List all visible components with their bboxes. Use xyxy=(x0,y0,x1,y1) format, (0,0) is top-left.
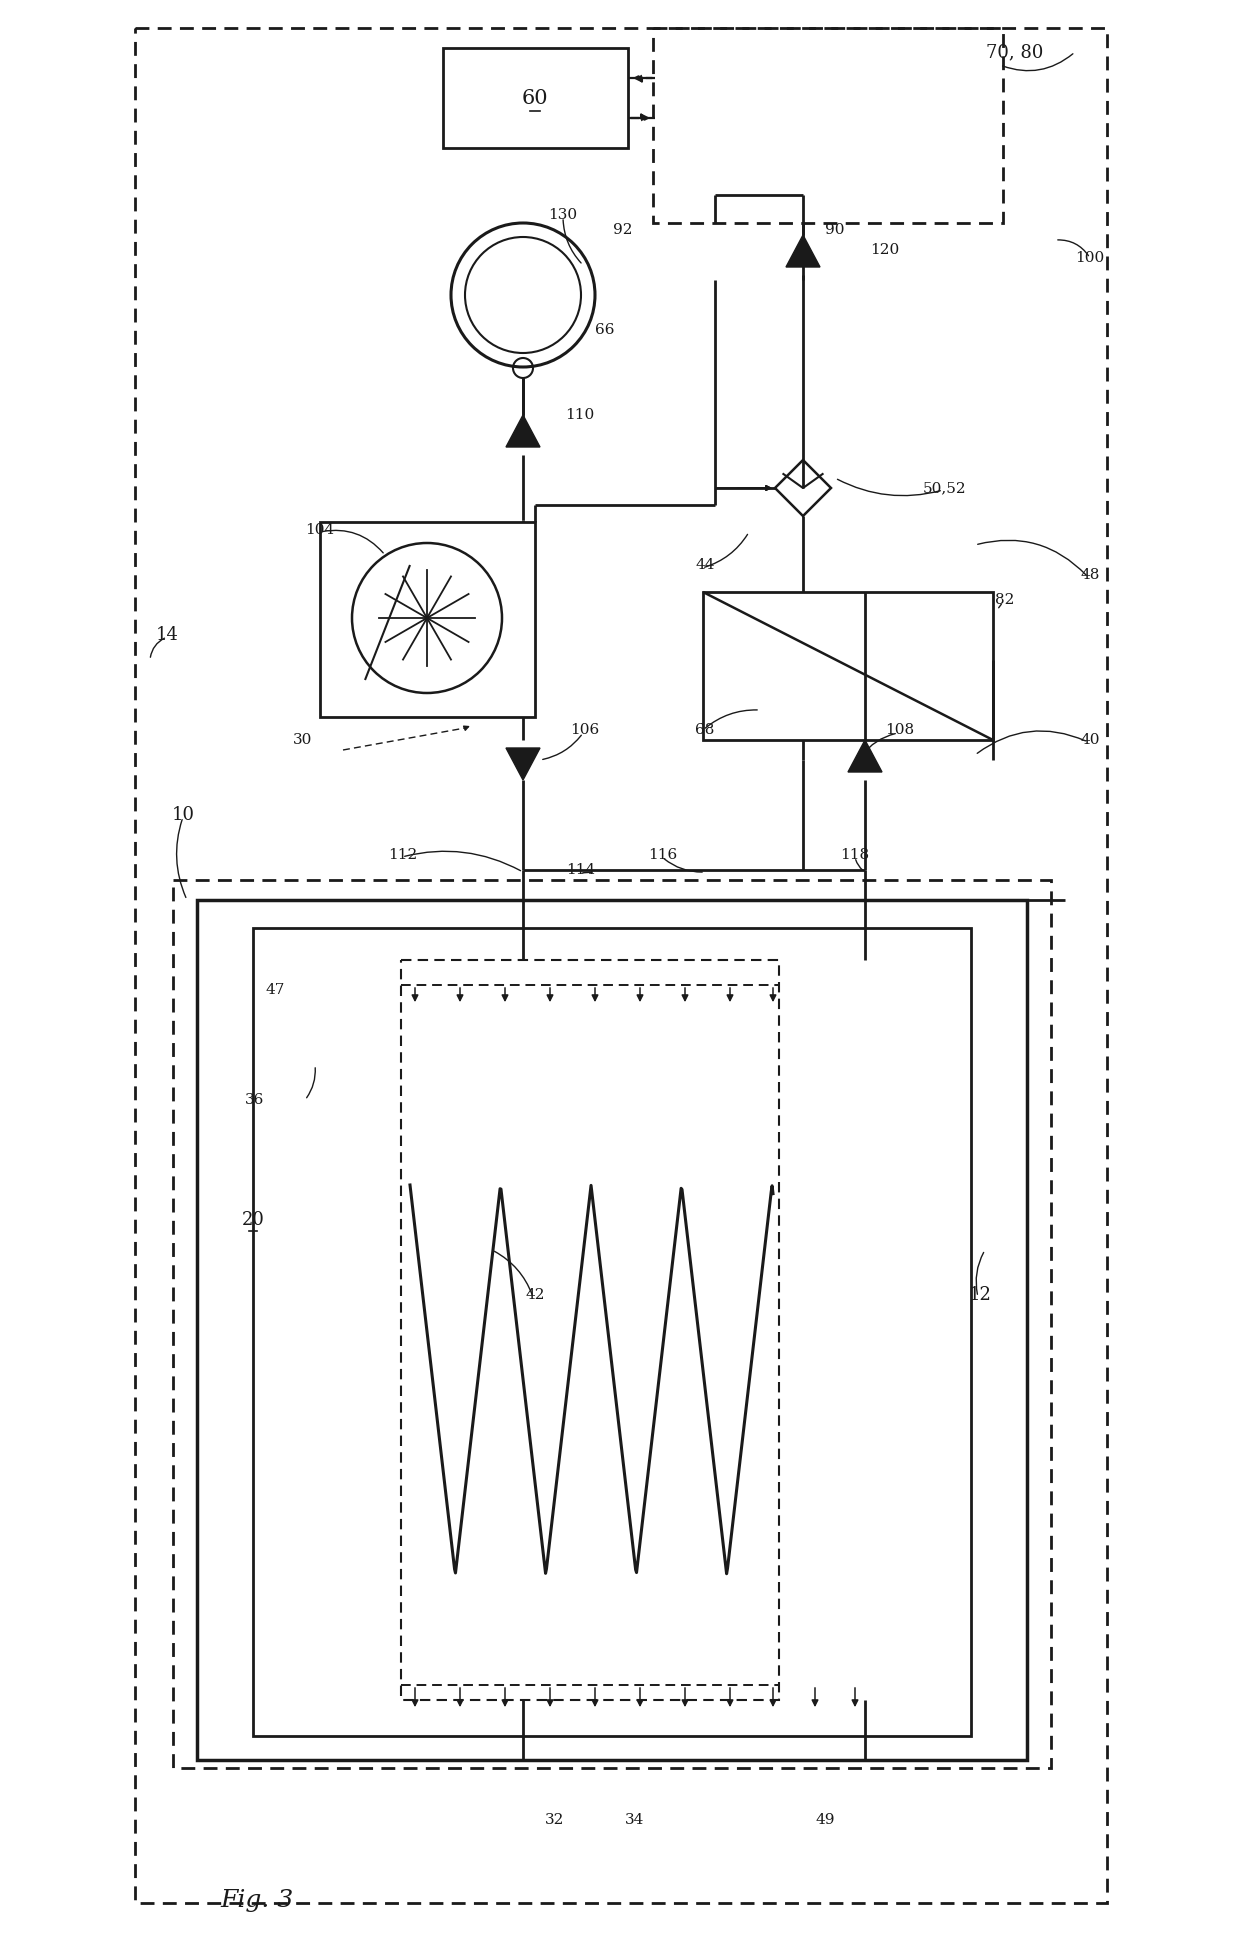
Text: 60: 60 xyxy=(522,89,548,108)
Text: 32: 32 xyxy=(546,1812,564,1828)
Bar xyxy=(197,899,1027,1760)
Text: 92: 92 xyxy=(614,222,632,238)
Text: 47: 47 xyxy=(265,982,285,998)
Text: 30: 30 xyxy=(294,733,312,747)
Text: 108: 108 xyxy=(885,723,915,737)
Text: 112: 112 xyxy=(388,847,418,863)
Bar xyxy=(443,48,627,149)
Text: 68: 68 xyxy=(696,723,714,737)
Bar xyxy=(253,928,971,1737)
Bar xyxy=(653,27,1003,222)
Text: 114: 114 xyxy=(567,863,595,876)
Text: 104: 104 xyxy=(305,522,335,538)
Text: 90: 90 xyxy=(826,222,844,238)
Text: 118: 118 xyxy=(841,847,869,863)
Text: 100: 100 xyxy=(1075,251,1105,265)
Polygon shape xyxy=(506,748,539,779)
Text: 50,52: 50,52 xyxy=(924,482,967,495)
Text: 44: 44 xyxy=(696,559,714,572)
Bar xyxy=(401,959,779,1700)
Text: 36: 36 xyxy=(246,1093,264,1106)
Text: 130: 130 xyxy=(548,209,578,222)
Text: 110: 110 xyxy=(565,408,595,422)
Text: 116: 116 xyxy=(649,847,677,863)
Text: 20: 20 xyxy=(242,1211,264,1228)
Text: 66: 66 xyxy=(595,323,615,337)
Polygon shape xyxy=(506,416,539,447)
Bar xyxy=(320,522,534,718)
Text: 10: 10 xyxy=(171,806,195,824)
Text: 49: 49 xyxy=(815,1812,835,1828)
Text: 70, 80: 70, 80 xyxy=(986,43,1044,62)
Text: 12: 12 xyxy=(968,1286,992,1304)
Text: 40: 40 xyxy=(1080,733,1100,747)
Bar xyxy=(703,592,993,741)
Text: 48: 48 xyxy=(1080,569,1100,582)
Text: 34: 34 xyxy=(625,1812,645,1828)
Text: 42: 42 xyxy=(526,1288,544,1302)
Text: 106: 106 xyxy=(570,723,600,737)
Text: 120: 120 xyxy=(870,244,900,257)
Text: Fig. 3: Fig. 3 xyxy=(219,1888,293,1911)
Polygon shape xyxy=(848,741,882,772)
Text: 14: 14 xyxy=(155,627,179,644)
Polygon shape xyxy=(786,236,820,267)
Text: 82: 82 xyxy=(996,594,1014,607)
Bar xyxy=(174,880,1052,1768)
